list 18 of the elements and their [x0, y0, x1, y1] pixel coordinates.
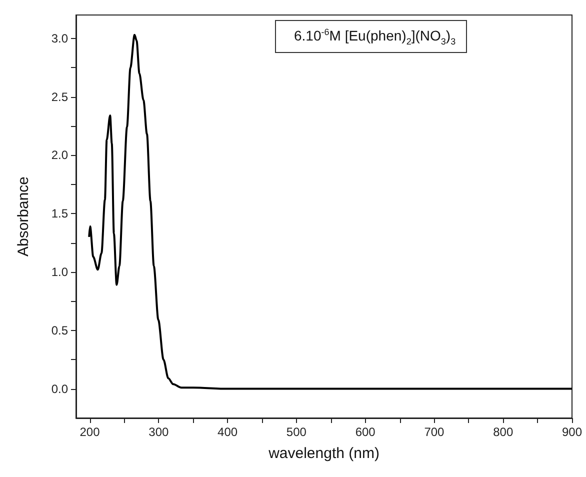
y-tick-label: 2.5	[51, 90, 68, 104]
x-tick-label: 200	[80, 425, 100, 439]
annotation: 6.10$^{-6}$M [Eu(phen)$_{2}$](NO$_{3}$)$_{3}$	[275, 20, 467, 54]
x-tick-label: 400	[218, 425, 238, 439]
y-tick-label: 0.5	[51, 323, 68, 338]
y-axis-title: Absorbance	[15, 176, 32, 257]
y-tick-label: 3.0	[51, 31, 68, 46]
x-tick-label: 300	[148, 425, 169, 439]
y-tick-label: 1.0	[51, 264, 68, 279]
y-tick-label: 0.0	[51, 382, 68, 396]
x-axis-title: wavelength (nm)	[268, 445, 380, 462]
x-tick-label: 800	[493, 425, 514, 439]
y-tick-label: 1.5	[51, 206, 68, 221]
y-tick-label: 2.0	[51, 148, 68, 162]
x-tick-label: 700	[424, 425, 445, 439]
x-tick-label: 600	[355, 425, 376, 439]
x-tick-label: 900	[562, 425, 582, 439]
x-tick-label: 500	[286, 425, 307, 439]
